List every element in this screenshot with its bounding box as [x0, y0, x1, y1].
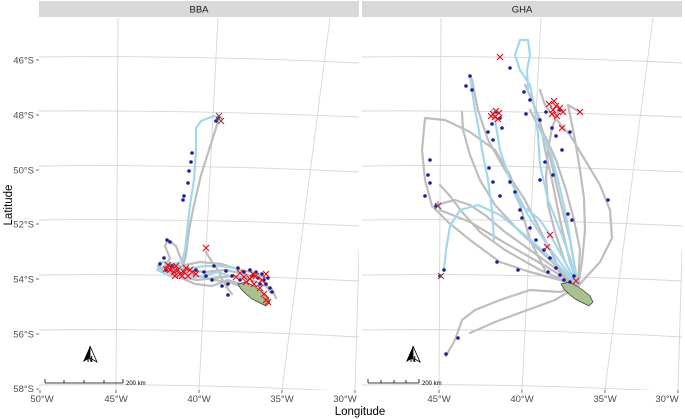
tracks-gha: [420, 38, 614, 358]
track-gha-10: [438, 183, 580, 288]
facet-strip-bba: [39, 1, 359, 17]
y-axis: 46°S 48°S 50°S 52°S 54°S 56°S 58°S Latit…: [3, 56, 39, 395]
track-bba-5: [161, 260, 268, 280]
x-tick-label: 40°W: [510, 394, 533, 405]
track-gha-2: [468, 74, 580, 288]
scale-bar-gha: [367, 379, 420, 384]
y-tick-label: 58°S: [13, 384, 34, 395]
track-gha-16: [442, 203, 580, 288]
track-bba-9: [155, 268, 232, 280]
north-arrow-gha: N: [406, 345, 421, 364]
north-arrow-label: N: [410, 355, 416, 364]
y-tick-label: 50°S: [13, 166, 34, 177]
track-gha-13: [438, 198, 580, 288]
x-axis-gha: 45°W 40°W 35°W 30°W: [427, 390, 679, 405]
track-bba-8: [156, 114, 237, 274]
x-tick-label: 35°W: [593, 394, 616, 405]
x-axis-title: Longitude: [335, 406, 386, 418]
x-tick-label: 45°W: [104, 394, 127, 405]
track-gha-20: [468, 74, 496, 242]
track-gha-15: [513, 38, 580, 288]
x-tick-label: 45°W: [427, 394, 450, 405]
y-tick-label: 56°S: [13, 330, 34, 341]
scale-bar-bba: [44, 379, 124, 384]
facet-label-bba: BBA: [189, 5, 209, 16]
x-tick-marks-bba: [39, 390, 356, 393]
north-arrow-bba: N: [83, 345, 98, 364]
track-gha-12: [468, 284, 580, 335]
track-bba-6: [204, 250, 234, 296]
track-bba-7: [156, 264, 242, 288]
x-tick-label: 30°W: [655, 394, 678, 405]
x-axis-bba: 50°W 45°W 40°W 35°W 30°W: [30, 390, 357, 405]
north-arrow-label: N: [87, 355, 93, 364]
south-georgia-island-gha: [560, 281, 594, 307]
track-bba-1: [181, 116, 221, 274]
facet-strip-gha: [362, 1, 682, 17]
facet-panel-gha: GHA: [362, 1, 682, 390]
x-tick-label: 35°W: [270, 394, 293, 405]
y-axis-title: Latitude: [3, 185, 15, 226]
graticule-bba: [39, 18, 359, 390]
x-tick-marks-gha: [438, 390, 679, 393]
y-tick-label: 52°S: [13, 220, 34, 231]
track-gha-19: [538, 128, 580, 288]
x-tick-label: 40°W: [187, 394, 210, 405]
x-tick-label: 30°W: [333, 394, 356, 405]
scale-bar-label-gha: 200 km: [422, 381, 442, 387]
facet-panel-bba: BBA: [39, 1, 359, 390]
facet-label-gha: GHA: [512, 5, 533, 16]
scale-bar-label-bba: 200 km: [126, 381, 146, 387]
y-tick-label: 48°S: [13, 111, 34, 122]
track-gha-5: [566, 103, 587, 288]
track-gha-3: [444, 284, 580, 358]
y-tick-marks: [36, 59, 39, 390]
y-tick-label: 54°S: [13, 275, 34, 286]
track-gha-17: [513, 193, 580, 288]
x-tick-label: 50°W: [30, 394, 53, 405]
track-gha-8: [460, 110, 580, 288]
y-tick-label: 46°S: [13, 56, 34, 67]
